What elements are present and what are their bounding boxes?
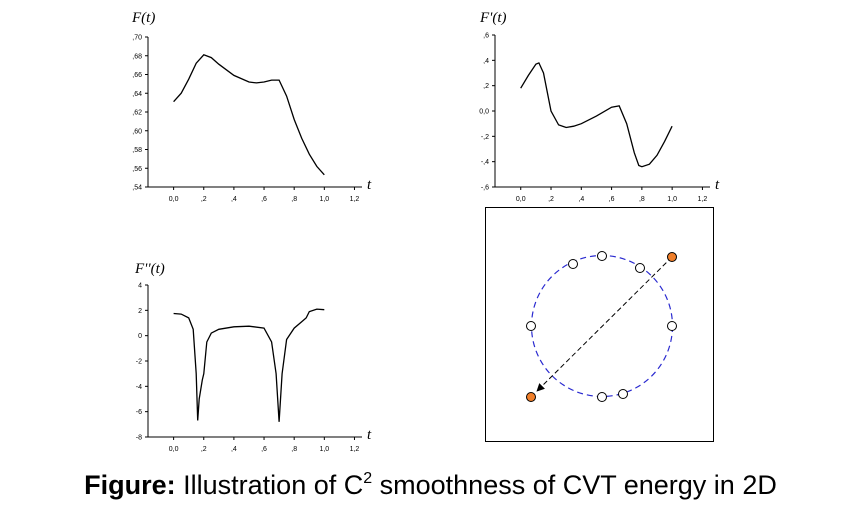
x-tick-label: 1,2	[350, 446, 360, 453]
x-tick-label: ,4	[578, 196, 584, 203]
x-tick-label: ,6	[261, 196, 267, 203]
x-axis-label: t	[367, 177, 372, 193]
site	[597, 251, 607, 261]
y-tick-label: ,56	[132, 166, 142, 173]
x-tick-label: ,8	[291, 446, 297, 453]
x-tick-label: 1,0	[667, 196, 677, 203]
y-tick-label: ,2	[483, 83, 489, 90]
x-tick-label: 0,0	[169, 196, 179, 203]
chart: -8 -6 -4 -2 0 2 4 0,0 ,2 ,4 ,6 ,8 1,0 1,2 F''(t) t	[134, 261, 372, 453]
x-tick-label: ,8	[291, 196, 297, 203]
y-tick-label: -8	[136, 435, 142, 442]
y-tick-label: 2	[138, 308, 142, 315]
y-tick-label: 4	[138, 283, 142, 290]
y-tick-label: ,54	[132, 185, 142, 192]
y-tick-label: ,64	[132, 91, 142, 98]
y-tick-label: -,4	[481, 159, 489, 166]
moving-site	[667, 252, 677, 262]
site-points	[526, 251, 677, 402]
x-tick-label: 1,0	[319, 196, 329, 203]
site	[618, 389, 628, 399]
y-tick-label: -2	[136, 359, 142, 366]
x-tick-label: 0,0	[516, 196, 526, 203]
x-axis-label: t	[367, 427, 372, 443]
caption: Figure: Illustration of C2 smoothness of…	[0, 470, 861, 501]
x-tick-label: 0,0	[169, 446, 179, 453]
y-tick-label: 0	[138, 333, 142, 340]
site	[568, 259, 578, 269]
curve	[173, 54, 325, 176]
site	[597, 392, 607, 402]
x-tick-label: ,6	[609, 196, 615, 203]
y-tick-label: ,60	[132, 128, 142, 135]
y-axis-label: F''(t)	[134, 261, 165, 277]
x-tick-label: 1,2	[698, 196, 708, 203]
caption-superscript: 2	[363, 470, 373, 487]
site	[667, 321, 677, 331]
arrow	[536, 256, 673, 392]
site	[635, 263, 645, 273]
moving-site	[526, 392, 536, 402]
y-tick-label: ,4	[483, 58, 489, 65]
y-tick-label: -6	[136, 409, 142, 416]
y-tick-label: -4	[136, 384, 142, 391]
x-tick-label: ,2	[548, 196, 554, 203]
x-tick-label: 1,0	[319, 446, 329, 453]
x-tick-label: 1,2	[350, 196, 360, 203]
y-tick-label: ,68	[132, 53, 142, 60]
y-tick-label: 0,0	[479, 109, 489, 116]
y-tick-label: ,58	[132, 147, 142, 154]
x-tick-label: ,2	[201, 446, 207, 453]
caption-text: Illustration of C	[175, 470, 364, 500]
curve	[520, 62, 673, 168]
caption-text-end: smoothness of CVT energy in 2D	[372, 470, 777, 500]
chart: ,54 ,56 ,58 ,60 ,62 ,64 ,66 ,68 ,70 0,0 ,2 ,4 ,6 ,8 1,…	[131, 10, 372, 203]
y-tick-label: ,6	[483, 33, 489, 40]
y-axis-label: F(t)	[131, 10, 155, 26]
chart: -,6 -,4 -,2 0,0 ,2 ,4 ,6 0,0 ,2 ,4 ,6 ,8 1,0 1,2 F'(t)…	[479, 10, 720, 203]
y-tick-label: ,66	[132, 72, 142, 79]
figure: ,54,56,58,60,62,64,66,68,700,0,2,4,6,8 1,…	[131, 10, 720, 453]
x-tick-label: ,2	[201, 196, 207, 203]
y-tick-label: -,6	[481, 185, 489, 192]
caption-label: Figure:	[84, 470, 176, 500]
diagram-frame	[485, 207, 714, 442]
x-tick-label: ,4	[231, 196, 237, 203]
site	[526, 321, 536, 331]
y-axis-label: F'(t)	[479, 10, 507, 26]
curve	[173, 308, 325, 422]
y-tick-label: ,62	[132, 110, 142, 117]
cvt-diagram	[485, 207, 714, 442]
x-tick-label: ,8	[639, 196, 645, 203]
x-tick-label: ,4	[231, 446, 237, 453]
x-tick-label: ,6	[261, 446, 267, 453]
y-tick-label: -,2	[481, 134, 489, 141]
x-axis-label: t	[715, 177, 720, 193]
y-tick-label: ,70	[132, 35, 142, 42]
